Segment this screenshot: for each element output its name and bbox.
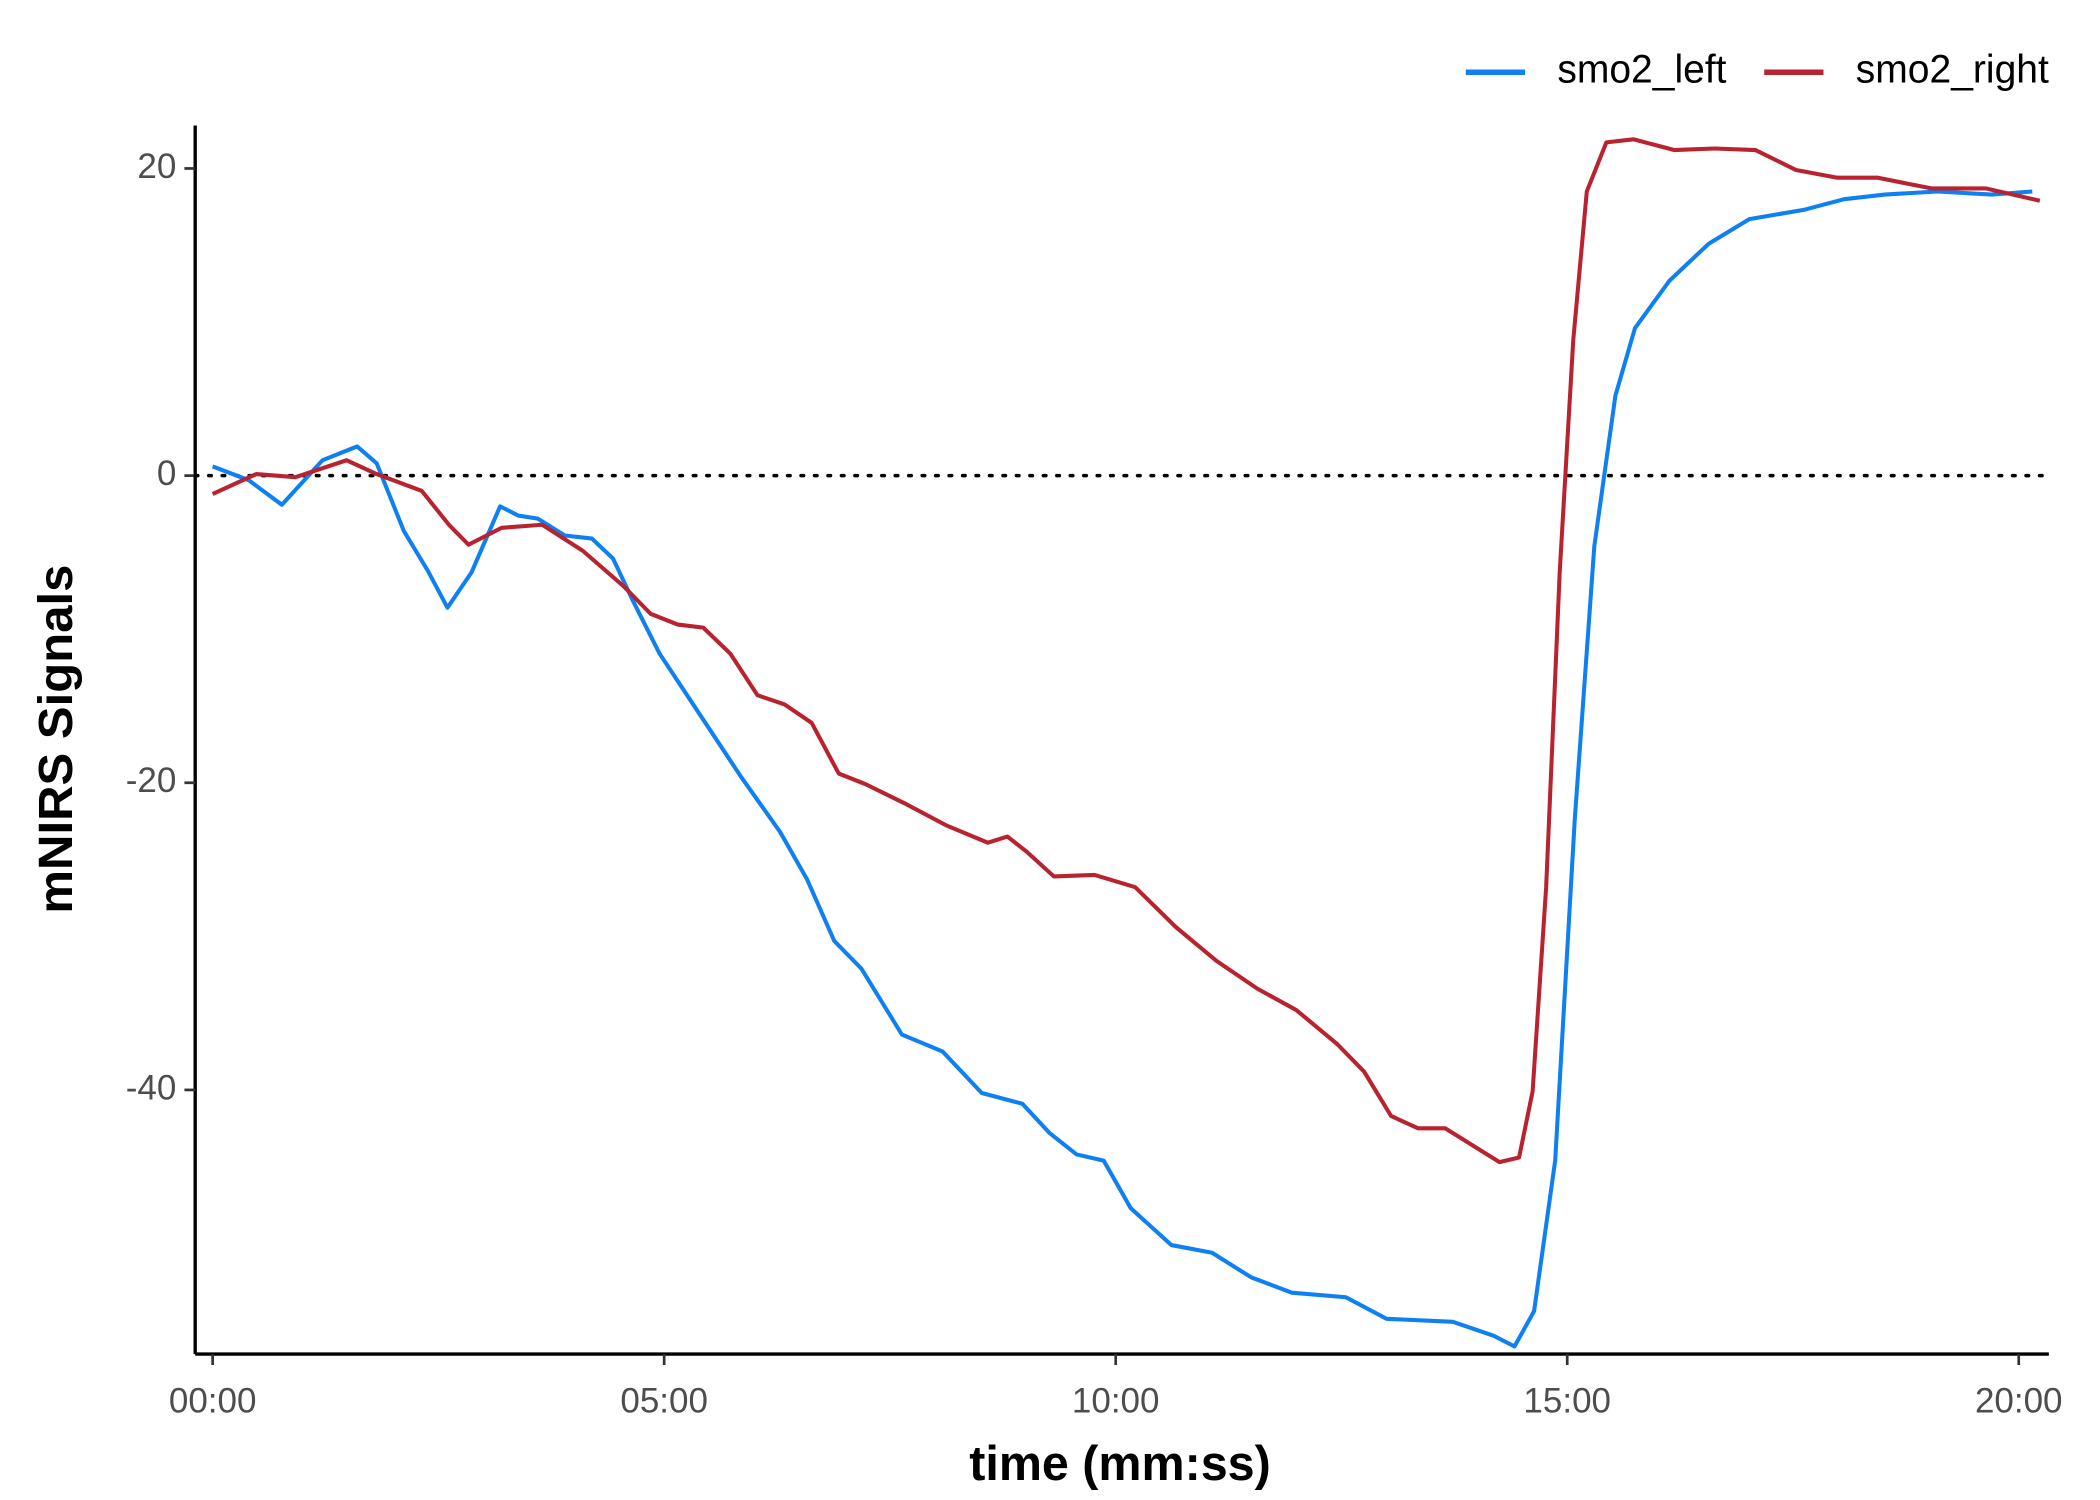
y-tick-label: 0 xyxy=(157,454,176,493)
legend-label: smo2_left xyxy=(1557,47,1726,91)
y-axis-title: mNIRS Signals xyxy=(29,565,83,914)
series-line xyxy=(211,137,2041,1165)
x-tick-label: 10:00 xyxy=(1072,1381,1160,1420)
series-line xyxy=(211,189,2033,1349)
y-tick-label: -40 xyxy=(126,1068,177,1107)
x-axis-title: time (mm:ss) xyxy=(969,1437,1271,1491)
x-tick-label: 20:00 xyxy=(1975,1381,2063,1420)
y-tick-label: 20 xyxy=(137,147,176,186)
x-tick-label: 00:00 xyxy=(169,1381,257,1420)
legend-label: smo2_right xyxy=(1856,47,2049,91)
x-tick-label: 15:00 xyxy=(1523,1381,1611,1420)
y-tick-label: -20 xyxy=(126,761,177,800)
x-tick-label: 05:00 xyxy=(620,1381,708,1420)
